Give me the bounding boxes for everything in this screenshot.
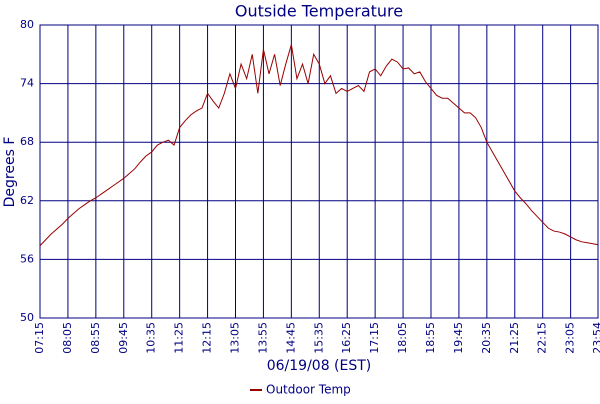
x-tick-label: 23:54 <box>591 322 600 354</box>
y-tick-label: 56 <box>20 252 34 265</box>
x-tick-label: 11:25 <box>173 322 186 354</box>
x-tick-label: 18:55 <box>424 322 437 354</box>
x-tick-label: 08:55 <box>89 322 102 354</box>
x-tick-label: 07:15 <box>33 322 46 354</box>
x-tick-label: 08:05 <box>61 322 74 354</box>
x-tick-label: 18:05 <box>396 322 409 354</box>
x-tick-label: 13:55 <box>256 322 269 354</box>
x-tick-label: 09:45 <box>117 322 130 354</box>
x-tick-label: 20:35 <box>480 322 493 354</box>
x-axis-label: 06/19/08 (EST) <box>267 358 372 374</box>
y-axis-label: Degrees F <box>2 137 18 208</box>
data-line <box>39 44 599 247</box>
x-tick-label: 10:35 <box>145 322 158 354</box>
x-tick-label: 15:35 <box>312 322 325 354</box>
x-tick-label: 17:15 <box>368 322 381 354</box>
x-tick-label: 12:15 <box>201 322 214 354</box>
y-tick-label: 50 <box>20 311 34 324</box>
x-tick-label: 16:25 <box>340 322 353 354</box>
x-tick-label: 23:05 <box>564 322 577 354</box>
x-tick-label: 21:25 <box>508 322 521 354</box>
legend-label: Outdoor Temp <box>266 383 351 397</box>
x-tick-label: 13:05 <box>228 322 241 354</box>
x-tick-label: 22:15 <box>536 322 549 354</box>
x-tick-label: 19:45 <box>452 322 465 354</box>
chart-title: Outside Temperature <box>235 2 403 21</box>
y-tick-label: 80 <box>20 18 34 31</box>
y-tick-label: 62 <box>20 194 34 207</box>
y-tick-label: 74 <box>20 77 34 90</box>
y-tick-label: 68 <box>20 135 34 148</box>
x-tick-label: 14:45 <box>284 322 297 354</box>
